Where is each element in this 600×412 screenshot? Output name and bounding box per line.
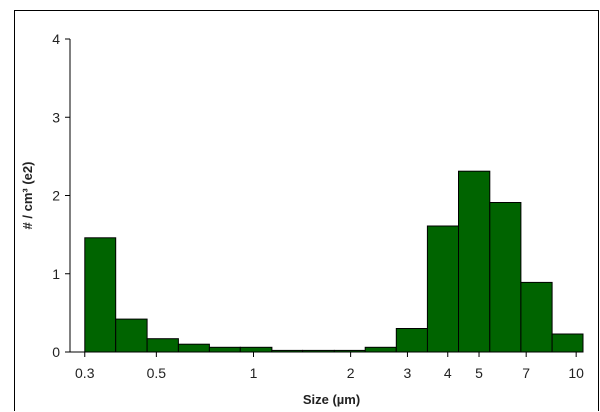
x-tick-label: 0.3 <box>75 365 95 381</box>
histogram-bar <box>489 202 522 353</box>
y-axis-ticks: 0 1 2 3 4 <box>52 31 70 360</box>
chart-frame <box>14 10 599 411</box>
x-tick-label: 3 <box>404 365 412 381</box>
x-tick-label: 10 <box>568 365 584 381</box>
histogram-bar <box>458 170 491 353</box>
histogram-bar <box>551 333 584 353</box>
histogram-bar <box>208 346 241 353</box>
histogram-bar <box>84 237 117 353</box>
y-tick-label: 4 <box>52 31 60 47</box>
x-tick-label: 5 <box>475 365 483 381</box>
histogram-bar <box>239 346 273 353</box>
y-tick-label: 3 <box>52 109 60 125</box>
histogram-bar <box>520 281 553 353</box>
y-tick-label: 0 <box>52 344 60 360</box>
histogram-bar <box>426 225 459 353</box>
x-tick-label: 2 <box>347 365 355 381</box>
x-axis-ticks: 0.3 0.5 1 2 3 4 5 7 10 <box>75 352 584 381</box>
histogram-bar <box>146 338 179 353</box>
x-tick-label: 0.5 <box>147 365 167 381</box>
y-tick-label: 1 <box>52 266 60 282</box>
bars-group <box>84 170 584 353</box>
x-tick-label: 4 <box>444 365 452 381</box>
x-tick-label: 1 <box>250 365 258 381</box>
y-tick-label: 2 <box>52 188 60 204</box>
y-axis-title: # / cm³ (e2) <box>20 162 35 230</box>
x-axis-title: Size (µm) <box>303 392 360 407</box>
histogram-bar <box>364 346 397 353</box>
histogram-bar <box>395 328 428 353</box>
histogram-bar <box>115 318 148 353</box>
histogram-bar <box>177 343 210 353</box>
x-tick-label: 7 <box>522 365 530 381</box>
